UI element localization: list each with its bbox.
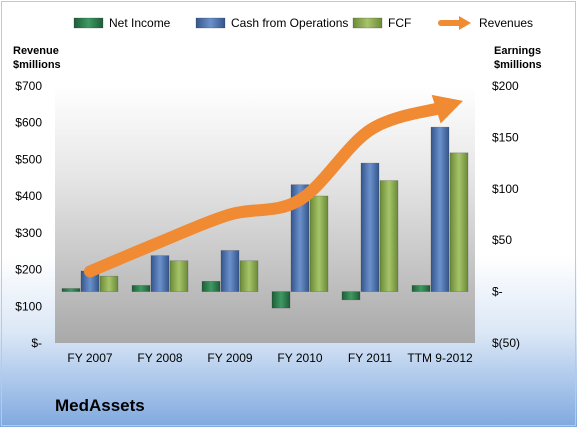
x-tick-label: FY 2011 [348,351,393,365]
bars [61,126,469,309]
x-tick-label: FY 2008 [137,351,182,365]
bar-net-income [341,291,361,301]
x-tick-label: FY 2009 [207,351,252,365]
x-axis-ticks: FY 2007 FY 2008 FY 2009 FY 2010 FY 2011 TTM 9… [67,351,473,365]
legend-swatch [195,17,226,29]
left-tick-label: $600 [15,116,42,130]
legend-swatch [73,17,104,29]
legend: Net Income Cash from Operations FCF Revenue… [73,16,533,30]
legend-label: Revenues [479,16,533,30]
right-axis-ticks: $(50) $- $50 $100 $150 $200 [492,79,520,350]
bar-fcf [379,180,399,292]
revenue-arrow-group [84,94,463,278]
legend-label: Net Income [109,16,171,30]
left-tick-label: $300 [15,226,42,240]
bar-net-income [131,285,151,292]
left-tick-label: $500 [15,152,42,166]
right-axis-title-2: $millions [494,59,542,71]
right-tick-label: $- [492,285,503,299]
left-axis-title-2: $millions [13,59,61,71]
legend-swatch [352,17,383,29]
bar-net-income [61,288,81,292]
bar-fcf [239,260,259,292]
left-axis-title-1: Revenue [13,45,59,57]
bar-fcf [169,260,189,292]
bar-fcf [449,152,469,292]
right-tick-label: $200 [492,79,519,93]
right-axis-title-1: Earnings [494,45,541,57]
bar-cash-from-operations [220,250,240,292]
bar-fcf [309,195,329,292]
left-tick-label: $200 [15,263,42,277]
left-tick-label: $400 [15,189,42,203]
right-tick-label: $(50) [492,336,520,350]
bar-cash-from-operations [290,184,310,292]
revenue-arrowhead-shape [431,94,463,124]
x-tick-label: FY 2007 [67,351,112,365]
bar-fcf [99,275,119,292]
right-tick-label: $100 [492,182,519,196]
right-tick-label: $150 [492,130,519,144]
left-tick-label: $700 [15,79,42,93]
legend-label: Cash from Operations [231,16,348,30]
left-tick-label: $- [31,336,42,350]
bar-net-income [201,281,221,292]
x-tick-label: FY 2010 [277,351,322,365]
x-tick-label: TTM 9-2012 [407,351,473,365]
legend-revenues-arrowhead [459,16,471,30]
revenue-arrowhead [431,94,463,124]
bar-cash-from-operations [430,126,450,292]
bar-cash-from-operations [360,162,380,292]
right-tick-label: $50 [492,233,512,247]
company-name: MedAssets [55,396,145,415]
revenue-line [84,102,446,278]
bar-cash-from-operations [150,255,170,292]
bar-net-income [271,291,291,309]
left-tick-label: $100 [15,299,42,313]
bar-net-income [411,285,431,292]
legend-label: FCF [388,16,411,30]
left-axis-ticks: $- $100 $200 $300 $400 $500 $600 $700 [15,79,42,350]
